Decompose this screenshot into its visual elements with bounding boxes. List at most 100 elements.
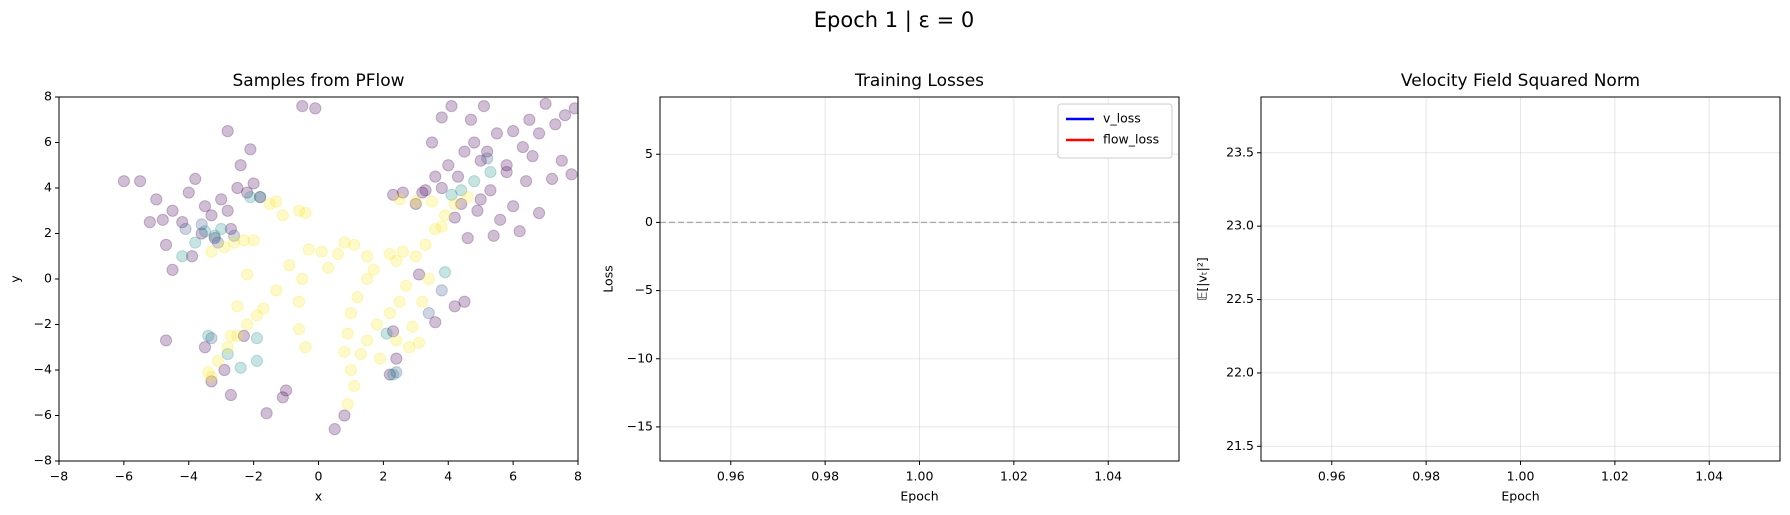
point [442,159,455,172]
point [438,266,452,279]
point [302,243,315,256]
point [270,284,283,297]
x-tick-label: 0.98 [811,469,839,484]
point [409,197,422,211]
point [507,125,520,138]
point [374,352,387,365]
point [156,213,169,226]
point [247,234,260,247]
point [299,341,312,354]
point [532,206,546,220]
point [487,229,500,242]
point [500,159,513,172]
point [257,302,270,315]
y-tick-label: 5 [645,146,653,161]
x-tick-label: 1.02 [1000,469,1028,484]
point [494,213,507,226]
point [341,398,354,411]
point [565,168,578,181]
x-tick-label: 2 [379,469,387,484]
point [393,295,406,308]
x-tick-label: −6 [115,469,133,484]
point [438,209,452,222]
point [276,209,289,222]
subplot: 0.96 0.98 1.00 1.02 1.04 −15 −10 −5 0 5 Training L… [601,71,1180,504]
point [367,263,380,276]
point [198,341,212,354]
x-axis-label: Epoch [900,489,938,504]
point [254,191,267,204]
point [348,238,361,251]
point [416,186,429,199]
point [244,143,257,156]
point [409,195,422,208]
subplot-title: Velocity Field Squared Norm [1401,71,1640,91]
point [250,332,263,345]
point [341,327,354,340]
point [419,184,432,197]
point [211,236,225,249]
point [195,218,208,231]
point [283,259,296,272]
point [228,229,241,242]
point [205,375,218,388]
point [481,145,494,158]
point [254,191,267,204]
point [348,379,361,393]
point [412,336,426,349]
point [292,204,306,217]
point [396,186,409,199]
point [208,229,221,242]
point [270,195,283,208]
y-tick-label: 21.5 [1226,438,1254,453]
point [474,193,487,206]
point [234,159,247,172]
subplot: 0.96 0.98 1.00 1.02 1.04 21.5 22.0 22.5 23.0 23.5… [1195,71,1781,504]
y-tick-label: 4 [44,180,52,195]
point [221,347,234,361]
point [182,186,195,199]
y-tick-label: 6 [44,134,52,149]
x-axis-label: x [315,489,322,504]
y-tick-label: −8 [34,453,52,468]
point [159,334,173,347]
point [435,181,448,195]
point [403,341,416,354]
axes-frame [58,96,579,462]
point [237,329,250,342]
point [458,295,471,308]
point [202,366,215,379]
point [387,325,400,338]
x-tick-label: −8 [50,469,68,484]
point [396,245,409,258]
point [412,268,426,281]
point [296,272,309,286]
point [322,261,335,274]
point [455,184,468,197]
y-tick-label: −15 [627,418,653,433]
figure-title: Epoch 1 | ε = 0 [814,8,974,33]
point [532,127,546,140]
point [471,204,484,217]
point [202,329,215,342]
point [166,263,179,276]
y-tick-label: 0 [44,271,52,286]
point [208,231,221,245]
point [260,407,273,420]
point [477,100,491,113]
point [481,152,494,165]
point [328,423,341,436]
point [380,327,393,340]
point [344,363,358,377]
point [445,100,458,113]
point [387,368,400,381]
point [390,334,403,347]
point [218,363,231,377]
x-tick-label: 8 [574,469,582,484]
point [419,238,432,251]
axes-frame [659,96,1180,462]
point [429,222,442,236]
point [520,175,533,188]
point [185,250,199,263]
